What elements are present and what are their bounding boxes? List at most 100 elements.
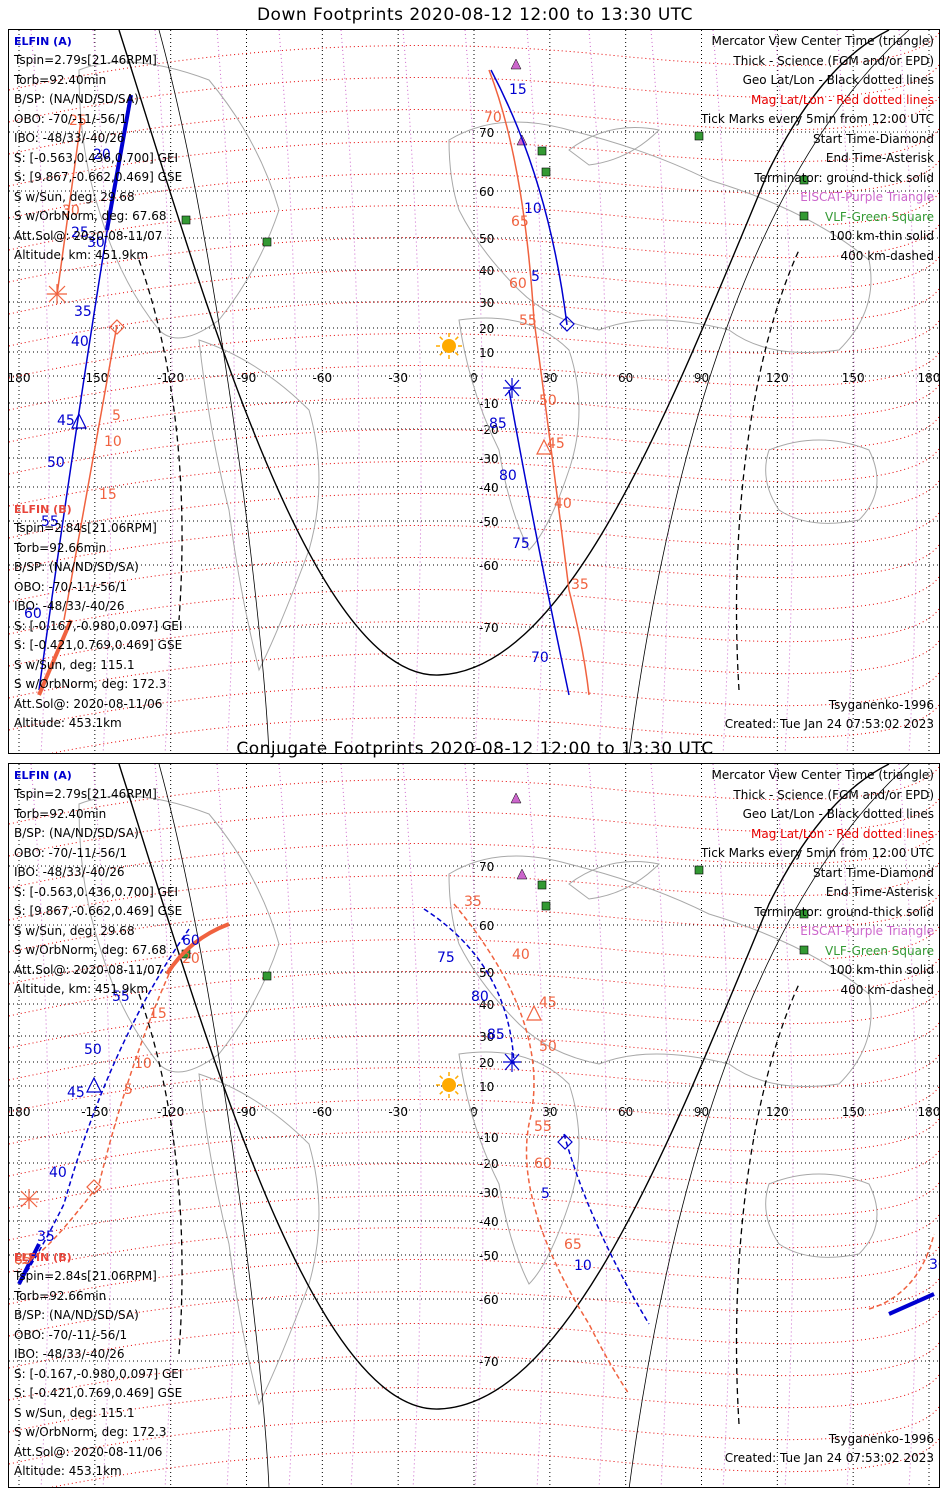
- mag-parallel: [9, 671, 939, 731]
- sun-ray: [454, 1090, 459, 1095]
- continent-outline: [458, 317, 580, 551]
- elfin-b-line: Altitude: 453.1km: [14, 716, 122, 730]
- track-a-time-label: 50: [47, 455, 65, 471]
- elfin-b-track: [488, 69, 590, 696]
- lon-tick-label: -30: [388, 371, 408, 385]
- track-b-time-label: 30: [62, 203, 80, 219]
- track-b-time-label: 35: [571, 577, 589, 593]
- elfin-a-track: [508, 389, 570, 696]
- mag-parallel: [9, 287, 939, 347]
- track-b-time-label: 40: [554, 496, 572, 512]
- track-a-time-label: 75: [437, 950, 455, 966]
- elfin-a-track: [563, 1133, 650, 1325]
- panel-title-conjugate: Conjugate Footprints 2020-08-12 12:00 to…: [236, 739, 714, 759]
- mag-parallel: [9, 1405, 939, 1465]
- track-b-time-label: 65: [511, 214, 529, 230]
- elfin-a-line: Att.Sol@: 2020-08-11/07: [14, 228, 163, 243]
- track-a-time-label: 45: [57, 413, 75, 429]
- mag-meridian: [402, 30, 422, 753]
- start-diamond-icon: [557, 1134, 573, 1150]
- legend-item: Geo Lat/Lon - Black dotted lines: [742, 807, 934, 821]
- start-diamond-icon: [86, 1179, 102, 1195]
- legend-item: Thick - Science (FGM and/or EPD): [733, 787, 934, 802]
- track-b-time-label: 5: [124, 1082, 133, 1098]
- track-b-time-label: 85: [14, 1252, 32, 1268]
- mag-parallel: [9, 1341, 939, 1401]
- elfin-a-line: S w/OrbNorm, deg: 67.68: [14, 209, 167, 223]
- elfin-a-line: IBO: -48/33/-40/26: [14, 865, 125, 879]
- mag-meridian: [402, 764, 422, 1487]
- elfin-b-line: S w/OrbNorm, deg: 172.3: [14, 1425, 167, 1439]
- track-b-time-label: 15: [99, 487, 117, 503]
- legend-item: End Time-Asterisk: [825, 151, 934, 165]
- map-panel-down: 180 -150 -120 -90 -60 -30 0 30 60 90 120 150 180 70 60…: [8, 29, 940, 754]
- track-b-time-label: 55: [534, 1119, 552, 1135]
- mag-parallel: [9, 447, 939, 507]
- lon-tick-label: 120: [766, 1105, 789, 1119]
- sun-icon: [442, 1078, 456, 1092]
- track-b-time-label: 35: [464, 894, 482, 910]
- terminator-400km: [138, 993, 183, 1355]
- vlf-square-icon: [799, 909, 809, 919]
- elfin-b-track: [63, 324, 118, 621]
- track-b-time-label: 5: [112, 408, 121, 424]
- elfin-a-name: ELFIN (A): [14, 769, 72, 782]
- track-a-time-label: 5: [531, 269, 540, 285]
- lon-tick-label: 150: [842, 371, 865, 385]
- legend-item: Start Time-Diamond: [812, 865, 934, 880]
- track-b-time-label: 65: [564, 1237, 582, 1253]
- track-a-time-label: 10: [524, 201, 542, 217]
- track-a-time-label: 45: [67, 1085, 85, 1101]
- elfin-b-line: S w/OrbNorm, deg: 172.3: [14, 677, 167, 691]
- track-a-time-label: 20: [93, 147, 111, 163]
- mag-parallel: [9, 1149, 939, 1209]
- continent-outline: [448, 855, 872, 1087]
- mag-parallel: [9, 319, 939, 379]
- track-a-time-label: 85: [489, 416, 507, 432]
- track-a-time-label: 55: [41, 514, 59, 530]
- elfin-a-line: Altitude, km: 451.9km: [14, 982, 149, 996]
- track-a-time-label: 25: [71, 225, 89, 241]
- elfin-a-science: [888, 1292, 935, 1316]
- track-b-time-label: 25: [69, 113, 87, 129]
- track-b-time-label: 20: [182, 951, 200, 967]
- track-a-time-label: 55: [112, 989, 130, 1005]
- track-b-time-label: 60: [534, 1156, 552, 1172]
- track-a-time-label: 30: [87, 235, 105, 251]
- mag-parallel: [9, 127, 939, 187]
- lon-tick-label: 180: [9, 1105, 30, 1119]
- elfin-b-line: S: [-0.167,-0.980,0.097] GEI: [14, 618, 183, 633]
- continent-outline: [765, 1173, 878, 1258]
- mag-parallel: [9, 543, 939, 603]
- lat-tick-label: 20: [479, 1056, 494, 1070]
- elfin-a-line: B/SP: (NA/ND/SD/SA): [14, 826, 139, 840]
- continent-outline: [78, 795, 280, 1073]
- lon-tick-label: 180: [918, 371, 940, 385]
- elfin-b-track: [56, 119, 82, 296]
- lon-tick-label: 60: [618, 1105, 633, 1119]
- mag-parallel: [9, 479, 939, 539]
- mag-meridian: [650, 764, 670, 1487]
- mag-parallel: [9, 1085, 939, 1145]
- elfin-b-name: ELFIN (B): [14, 503, 72, 516]
- mag-parallel: [9, 1245, 939, 1305]
- track-b-time-label: 70: [484, 110, 502, 126]
- vlf-square-icon: [537, 880, 547, 890]
- track-a-time-label: 40: [49, 1165, 67, 1181]
- elfin-a-line: S: [-0.563,0.436,0.700] GEI: [14, 884, 179, 899]
- track-b-time-label: 55: [519, 313, 537, 329]
- lat-tick-label: 10: [479, 346, 494, 360]
- mag-meridian: [650, 30, 670, 753]
- lon-tick-label: 30: [542, 371, 557, 385]
- elfin-b-line: S: [-0.167,-0.980,0.097] GEI: [14, 1366, 183, 1381]
- legend-item: Mag Lat/Lon - Red dotted lines: [750, 92, 934, 107]
- track-b-time-label: 50: [539, 393, 557, 409]
- center-triangle-icon: [536, 438, 552, 455]
- elfin-a-line: S w/OrbNorm, deg: 67.68: [14, 943, 167, 957]
- track-a-time-label: 35: [74, 304, 92, 320]
- continent-outline: [458, 1051, 580, 1285]
- lon-tick-label: 90: [694, 371, 709, 385]
- legend-item: Mercator View Center Time (triangle): [711, 768, 934, 782]
- eiscat-triangle-icon: [516, 868, 528, 880]
- elfin-b-track: [18, 973, 170, 1265]
